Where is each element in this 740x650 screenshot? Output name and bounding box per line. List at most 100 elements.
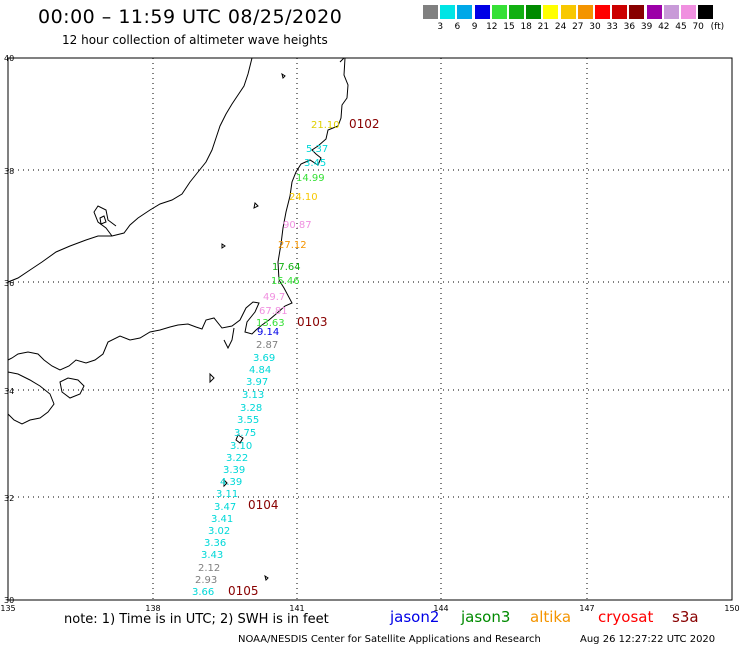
wave-height-value: 17.64: [272, 262, 301, 273]
wave-height-value: 49.7: [263, 292, 285, 303]
legend-label: 9: [471, 22, 478, 32]
wave-height-value: 4.39: [220, 477, 242, 488]
wave-height-value: 3.43: [201, 550, 223, 561]
wave-height-value: 21.10: [311, 120, 340, 131]
legend-label: 24: [554, 22, 567, 32]
wave-height-value: 2.12: [198, 563, 220, 574]
legend-label: 45: [675, 22, 687, 32]
legend-swatch: [629, 5, 645, 19]
satellite-name: altika: [530, 608, 572, 626]
longitude-label: 141: [289, 604, 304, 613]
wave-height-value: 3.10: [230, 441, 252, 452]
longitude-labels: 135 138 141 144 147 150: [0, 604, 739, 613]
wave-height-value: 3.28: [240, 403, 262, 414]
wave-height-value: 3.02: [208, 526, 230, 537]
legend-swatch: [509, 5, 524, 19]
legend-label: 15: [503, 22, 515, 32]
page-subtitle: 12 hour collection of altimeter wave hei…: [62, 33, 328, 47]
time-label: 0103: [297, 315, 328, 329]
graticule: [8, 58, 732, 600]
legend-unit: (ft): [710, 22, 725, 32]
honshu-coastline: [7, 57, 349, 371]
legend-swatch: [474, 5, 490, 19]
legend-label: 42: [658, 22, 670, 32]
wave-height-value: 27.12: [278, 240, 307, 251]
legend-swatch: [491, 5, 507, 19]
noto-peninsula: [93, 205, 117, 237]
wave-height-value: 14.99: [296, 173, 325, 184]
time-label: 0104: [248, 498, 279, 512]
legend-swatch: [663, 5, 679, 19]
wave-height-value: 3.22: [226, 453, 248, 464]
time-label: 0105: [228, 584, 259, 598]
legend-swatch: [698, 5, 714, 19]
wave-height-labels: 21.10 5.37 3.45 14.99 24.10 90.87 27.12 17.64 15…: [192, 120, 340, 598]
legend-label: 3: [437, 22, 444, 32]
legend-swatch: [681, 5, 696, 19]
longitude-label: 138: [145, 604, 160, 613]
legend-label: 18: [520, 22, 532, 32]
wave-height-value: 3.39: [223, 465, 245, 476]
legend-swatch: [560, 5, 576, 19]
longitude-label: 150: [724, 604, 739, 613]
longitude-label: 147: [579, 604, 594, 613]
generation-timestamp: Aug 26 12:27:22 UTC 2020: [580, 634, 716, 645]
page-title: 00:00 – 11:59 UTC 08/25/2020: [38, 6, 343, 28]
satellite-name: jason3: [461, 608, 511, 626]
wave-height-value: 2.93: [195, 575, 217, 586]
wave-height-value: 3.45: [304, 158, 326, 169]
shikoku-coastline: [7, 371, 55, 425]
legend-swatch: [526, 5, 542, 19]
credit-line: NOAA/NESDIS Center for Satellite Applica…: [238, 634, 541, 645]
latitude-label: 30: [4, 596, 14, 605]
wave-height-value: 4.84: [249, 365, 271, 376]
wave-height-value: 2.87: [256, 340, 278, 351]
latitude-label: 34: [4, 387, 14, 396]
legend-label: 30: [589, 22, 601, 32]
wave-height-value: 90.87: [283, 220, 312, 231]
satellite-name: cryosat: [598, 608, 654, 626]
legend-label: 36: [623, 22, 636, 32]
legend-swatch: [612, 5, 628, 19]
legend-swatch: [646, 5, 662, 19]
wave-height-value: 3.55: [237, 415, 259, 426]
time-labels: 0102 0103 0104 0105: [228, 117, 380, 598]
wave-height-value: 5.37: [306, 144, 328, 155]
latitude-label: 38: [4, 167, 14, 176]
wave-height-value: 24.10: [289, 192, 318, 203]
legend-label: 6: [454, 22, 461, 32]
legend-swatch: [595, 5, 610, 19]
wave-height-value: 9.14: [257, 327, 279, 338]
legend-swatch: [577, 5, 593, 19]
legend-swatch: [440, 5, 456, 19]
wave-height-value: 3.13: [242, 390, 264, 401]
wave-height-value: 3.69: [253, 353, 275, 364]
wave-height-value: 13.63: [256, 318, 285, 329]
legend-swatch: [543, 5, 559, 19]
time-label: 0102: [349, 117, 380, 131]
legend-label: 70: [692, 22, 704, 32]
legend-label: 12: [486, 22, 498, 32]
legend-label: 39: [640, 22, 653, 32]
longitude-label: 135: [0, 604, 15, 613]
latitude-label: 40: [4, 54, 14, 63]
latitude-labels: 40 38 36 34 32 30: [4, 54, 14, 605]
satellite-name: jason2: [390, 608, 440, 626]
wave-height-value: 3.11: [216, 489, 238, 500]
wave-height-value: 3.97: [246, 377, 268, 388]
map-frame: [7, 57, 733, 601]
legend-label: 27: [572, 22, 584, 32]
wave-height-value: 3.66: [192, 587, 214, 598]
legend-swatch: [457, 5, 473, 19]
wave-height-value: 3.75: [234, 428, 256, 439]
footer-note: note: 1) Time is in UTC; 2) SWH is in fe…: [64, 612, 329, 627]
coastline: [7, 57, 349, 581]
wave-height-value: 15.46: [271, 276, 300, 287]
longitude-label: 144: [433, 604, 448, 613]
latitude-label: 36: [4, 279, 14, 288]
legend-label: 21: [537, 22, 550, 32]
legend-label: 33: [606, 22, 618, 32]
wave-height-value: 3.36: [204, 538, 226, 549]
legend-swatch: [423, 5, 438, 19]
